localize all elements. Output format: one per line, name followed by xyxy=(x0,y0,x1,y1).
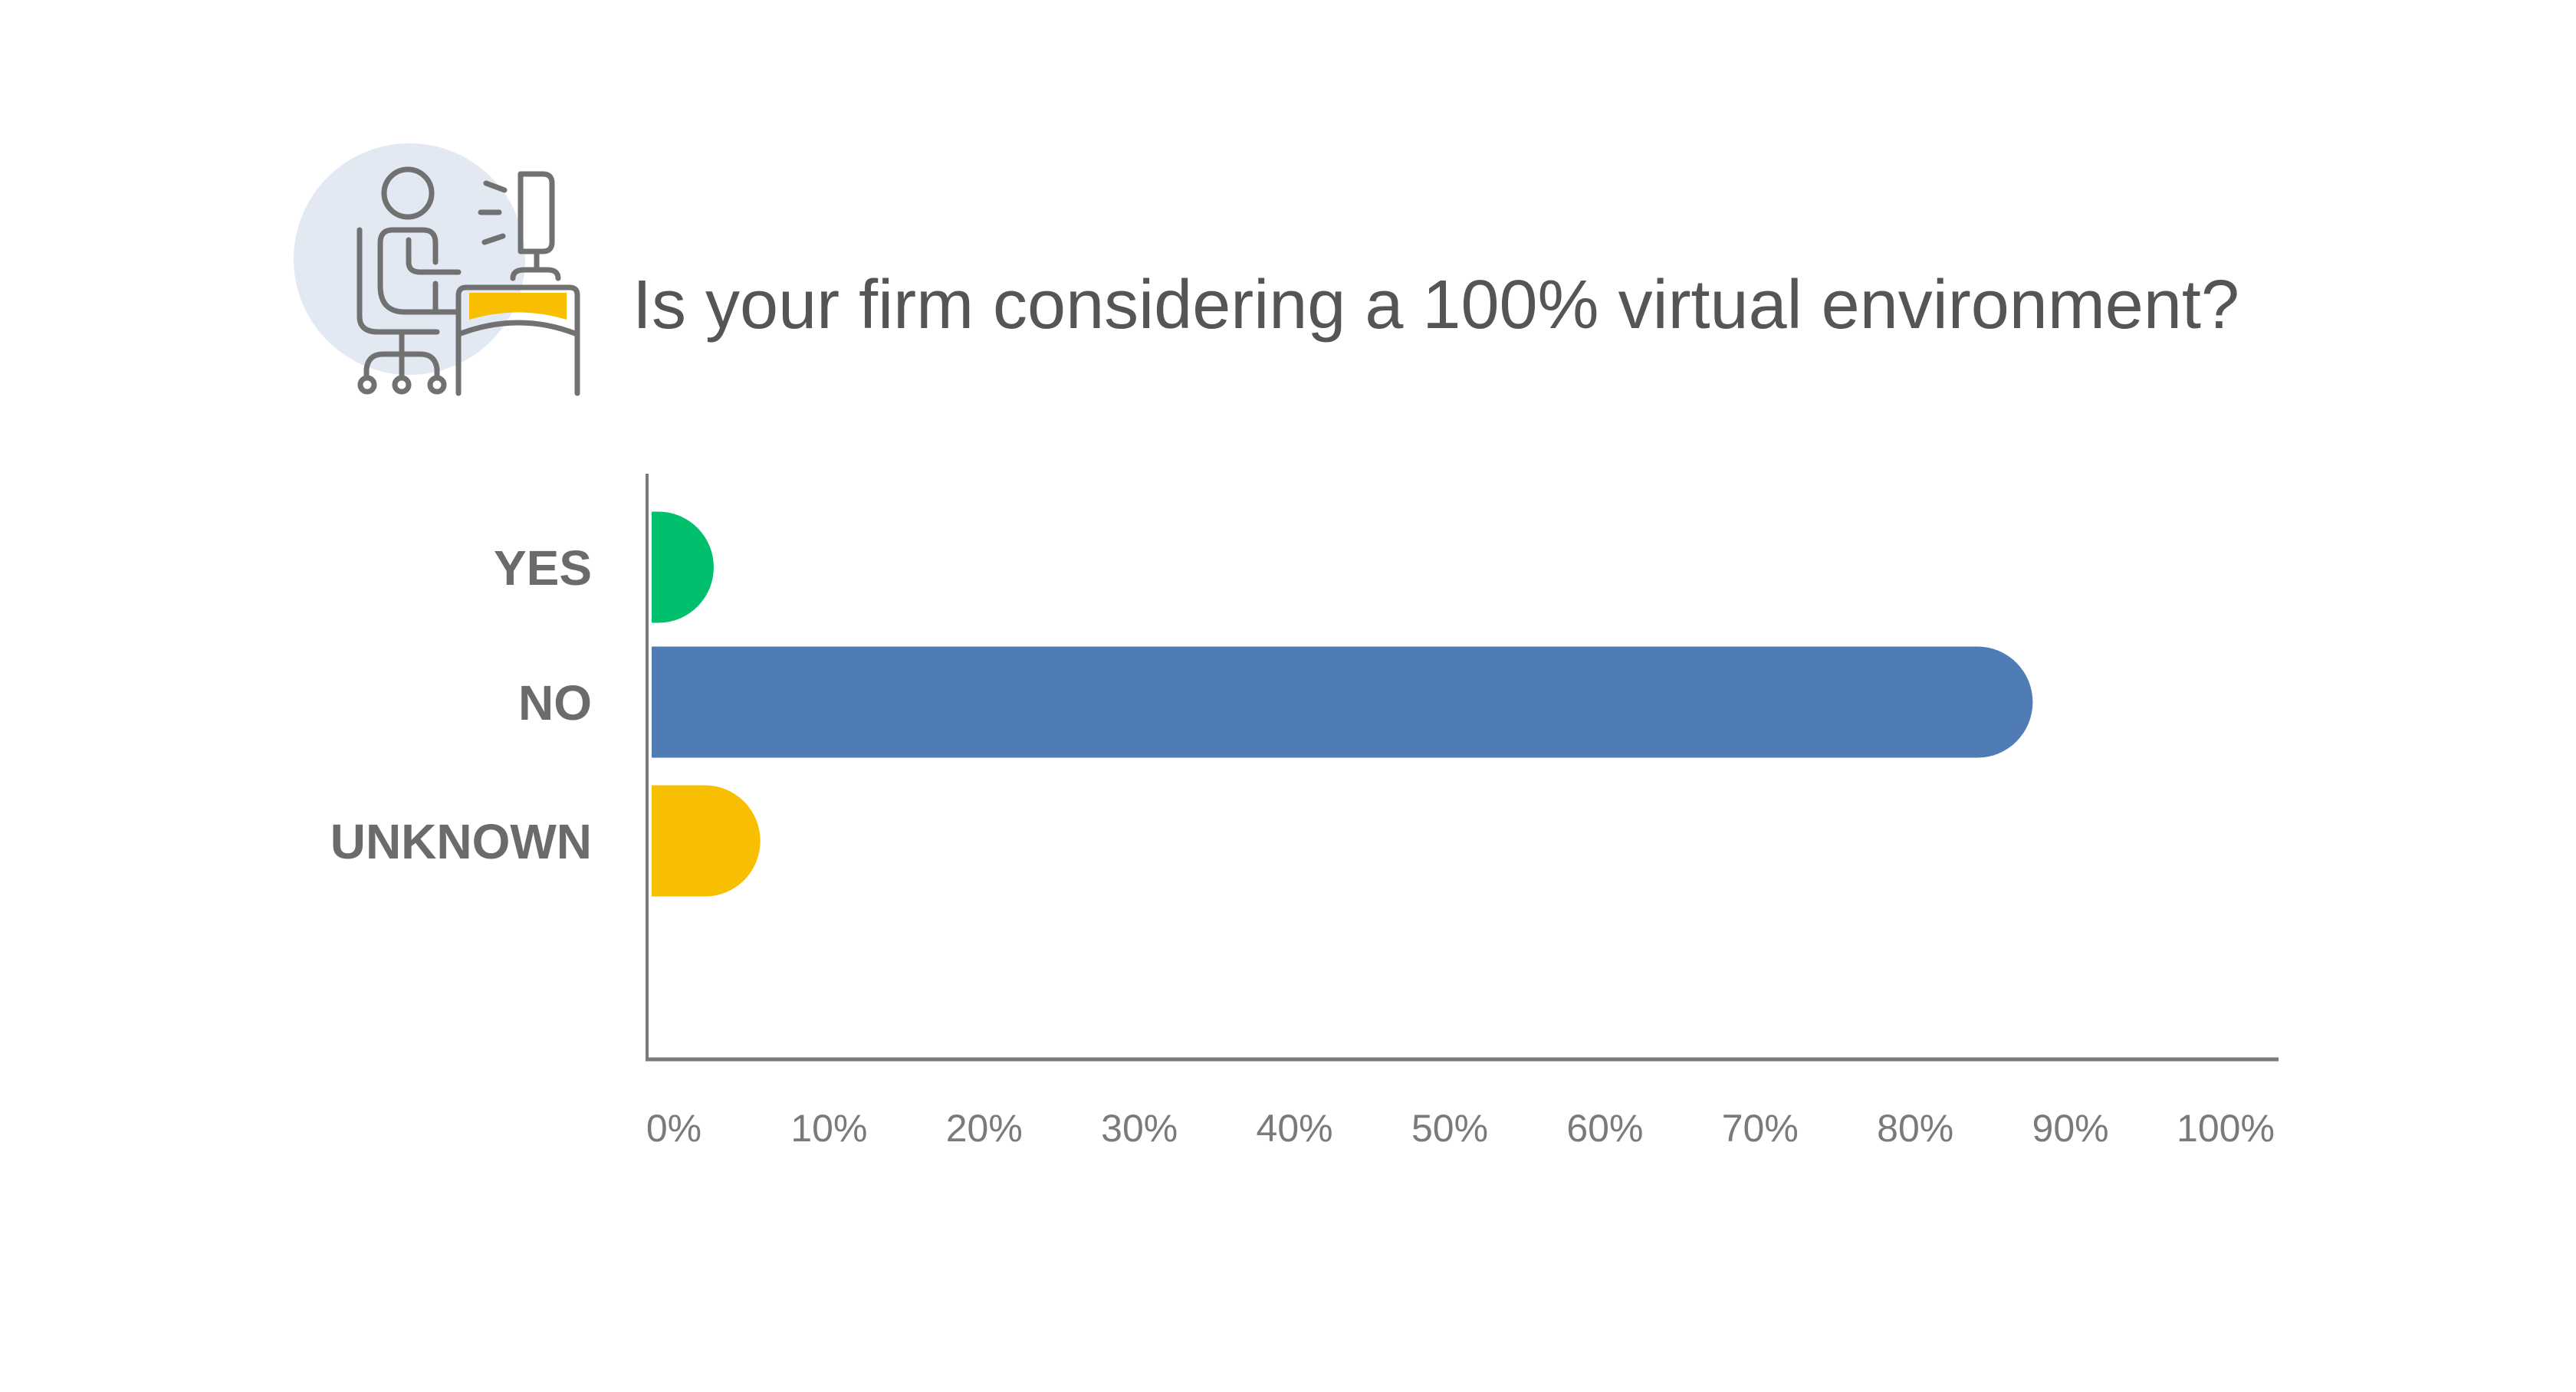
x-tick-label: 90% xyxy=(2032,1107,2109,1150)
x-tick-label: 60% xyxy=(1566,1107,1643,1150)
chart-title: Is your firm considering a 100% virtual … xyxy=(632,267,2239,343)
bar-unknown xyxy=(652,785,761,897)
x-tick-label: 0% xyxy=(646,1107,702,1150)
bar-yes xyxy=(652,511,714,623)
x-tick-label: 50% xyxy=(1411,1107,1488,1150)
x-tick-label: 80% xyxy=(1877,1107,1953,1150)
x-tick-label: 40% xyxy=(1257,1107,1333,1150)
x-tick-label: 10% xyxy=(790,1107,867,1150)
category-label: YES xyxy=(494,540,592,596)
bar-no xyxy=(652,646,2033,758)
x-tick-label: 30% xyxy=(1101,1107,1178,1150)
x-tick-label: 100% xyxy=(2177,1107,2275,1150)
person-at-computer-desk-icon xyxy=(294,143,580,396)
category-label: NO xyxy=(518,675,592,730)
x-tick-label: 20% xyxy=(946,1107,1023,1150)
x-tick-label: 70% xyxy=(1722,1107,1799,1150)
category-label: UNKNOWN xyxy=(330,814,592,869)
